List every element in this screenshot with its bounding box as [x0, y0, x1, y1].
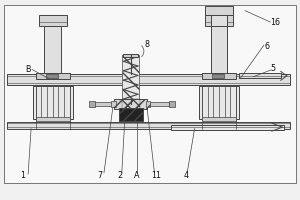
Text: A: A — [134, 171, 140, 180]
Bar — [7, 74, 290, 85]
Bar — [202, 117, 236, 121]
Text: 7: 7 — [97, 171, 102, 180]
Bar — [123, 101, 138, 104]
Bar — [169, 101, 175, 107]
Bar — [212, 74, 224, 78]
Bar — [122, 99, 140, 109]
Text: 4: 4 — [183, 171, 188, 180]
Bar — [119, 108, 142, 121]
Bar — [114, 99, 147, 109]
Bar — [36, 73, 70, 79]
Bar — [211, 26, 227, 74]
Bar — [205, 6, 233, 15]
Bar — [205, 15, 233, 26]
Bar — [46, 74, 58, 78]
Text: 2: 2 — [118, 171, 123, 180]
Text: 11: 11 — [151, 171, 161, 180]
Bar — [171, 125, 284, 130]
Bar — [92, 102, 113, 106]
Text: 5: 5 — [271, 64, 276, 73]
Text: 16: 16 — [270, 18, 280, 27]
Bar — [122, 55, 139, 101]
Bar — [146, 101, 150, 107]
Bar — [150, 102, 169, 106]
Bar — [123, 54, 138, 57]
Text: B: B — [26, 65, 31, 74]
Text: 8: 8 — [145, 40, 149, 49]
Bar — [199, 86, 239, 119]
Bar — [202, 73, 236, 79]
Bar — [38, 15, 67, 26]
Text: 1: 1 — [20, 171, 25, 180]
Bar — [36, 117, 70, 121]
Bar — [239, 73, 281, 78]
Bar — [33, 86, 73, 119]
Text: 6: 6 — [265, 42, 270, 51]
Bar — [111, 101, 116, 107]
Bar — [7, 122, 290, 129]
Bar — [44, 26, 61, 74]
Bar — [211, 15, 227, 26]
Bar — [89, 101, 95, 107]
